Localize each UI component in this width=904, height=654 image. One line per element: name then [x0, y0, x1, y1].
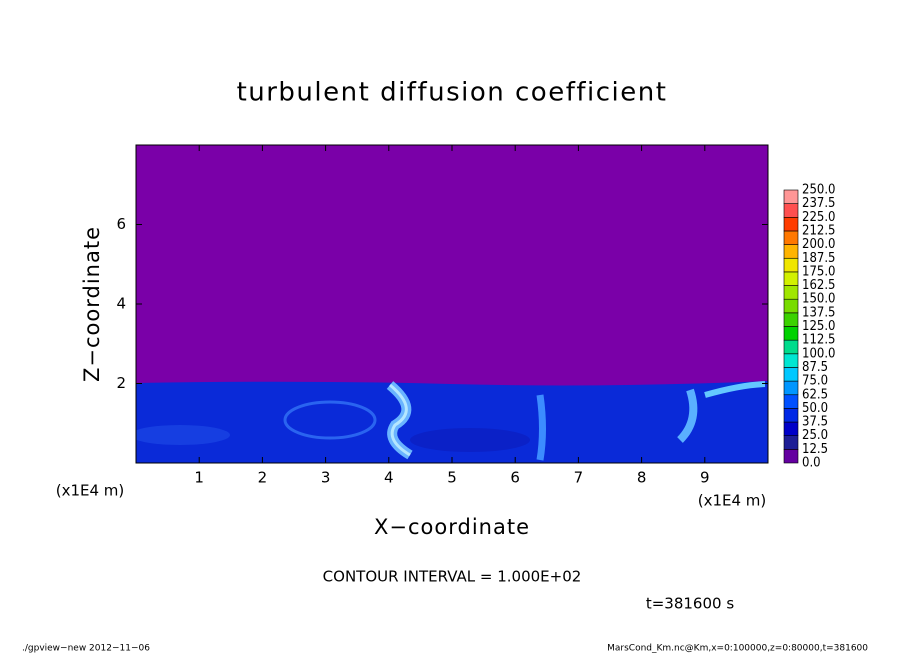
colorbar-box — [783, 380, 799, 396]
colorbar-label: 25.0 — [802, 428, 828, 443]
colorbar-label: 200.0 — [802, 237, 835, 252]
colorbar-label: 250.0 — [802, 183, 835, 198]
colorbar-box — [783, 408, 799, 423]
colorbar-label: 75.0 — [802, 374, 828, 389]
colorbar-label: 162.5 — [802, 278, 835, 293]
x-axis-label: X−coordinate — [374, 515, 530, 539]
colorbar-box — [783, 326, 799, 341]
colorbar-label: 12.5 — [802, 442, 828, 457]
colorbar-box — [783, 203, 799, 218]
x-tick-label: 2 — [258, 469, 268, 487]
colorbar-label: 187.5 — [802, 251, 835, 266]
colorbar-box — [783, 449, 799, 464]
x-tick-label: 8 — [637, 469, 647, 487]
colorbar-box — [783, 257, 799, 273]
x-tick-label: 5 — [447, 469, 457, 487]
colorbar-box — [783, 244, 799, 259]
colorbar-box — [783, 435, 799, 450]
colorbar-label: 0.0 — [802, 456, 821, 471]
colorbar-box — [783, 285, 799, 300]
colorbar-box — [783, 394, 799, 409]
y-axis-label: Z−coordinate — [80, 226, 104, 382]
colorbar-box — [783, 339, 799, 355]
colorbar-box — [783, 367, 799, 382]
colorbar-label: 212.5 — [802, 223, 835, 238]
contour-interval: CONTOUR INTERVAL = 1.000E+02 — [323, 568, 582, 586]
colorbar-label: 225.0 — [802, 210, 835, 225]
colorbar-box — [783, 217, 799, 232]
colorbar-label: 237.5 — [802, 196, 835, 211]
footer-right: MarsCond_Km.nc@Km,x=0:100000,z=0:80000,t… — [607, 644, 868, 654]
x-tick-label: 3 — [321, 469, 331, 487]
colorbar-label: 137.5 — [802, 305, 835, 320]
colorbar-label: 37.5 — [802, 415, 828, 430]
x-tick-label: 6 — [510, 469, 520, 487]
colorbar-box — [783, 189, 799, 204]
colorbar-box — [783, 298, 799, 314]
chart-title: turbulent diffusion coefficient — [237, 78, 668, 108]
x-tick-label: 9 — [700, 469, 710, 487]
x-axis-unit: (x1E4 m) — [698, 492, 767, 510]
x-tick-label: 1 — [194, 469, 204, 487]
colorbar-label: 87.5 — [802, 360, 828, 375]
colorbar-label: 125.0 — [802, 319, 835, 334]
y-tick-label: 4 — [116, 295, 126, 313]
y-tick-label: 2 — [116, 374, 126, 392]
footer-left: ./gpview−new 2012−11−06 — [22, 644, 150, 654]
colorbar-box — [783, 421, 799, 436]
x-tick-label: 4 — [384, 469, 394, 487]
colorbar-label: 175.0 — [802, 264, 835, 279]
colorbar-label: 50.0 — [802, 401, 828, 416]
y-axis-unit: (x1E4 m) — [56, 482, 125, 500]
colorbar-box — [783, 312, 799, 327]
colorbar-label: 100.0 — [802, 346, 835, 361]
y-tick-label: 6 — [116, 215, 126, 233]
time-label: t=381600 s — [646, 595, 734, 613]
field — [136, 145, 768, 463]
colorbar-label: 62.5 — [802, 387, 828, 402]
colorbar-label: 150.0 — [802, 292, 835, 307]
colorbar-box — [783, 230, 799, 245]
colorbar-label: 112.5 — [802, 333, 835, 348]
colorbar-box — [783, 271, 799, 286]
colorbar-box — [783, 353, 799, 368]
x-tick-label: 7 — [574, 469, 584, 487]
